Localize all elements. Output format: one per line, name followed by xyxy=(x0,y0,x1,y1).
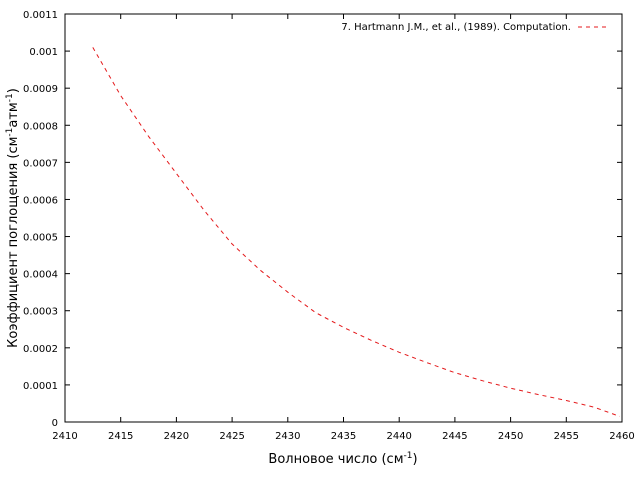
y-tick-label: 0.0008 xyxy=(23,121,58,132)
x-tick-label: 2410 xyxy=(52,431,77,442)
x-axis-title: Волновое число (см-1) xyxy=(268,451,417,467)
legend: 7. Hartmann J.M., et al., (1989). Comput… xyxy=(341,22,610,33)
y-tick-label: 0.0007 xyxy=(23,158,58,169)
x-tick-label: 2430 xyxy=(275,431,300,442)
x-tick-label: 2450 xyxy=(498,431,523,442)
x-tick-label: 2440 xyxy=(386,431,411,442)
y-tick-label: 0.001 xyxy=(29,47,58,58)
x-tick-label: 2455 xyxy=(554,431,579,442)
y-tick-label: 0.0009 xyxy=(23,84,58,95)
x-tick-label: 2445 xyxy=(442,431,467,442)
plot-frame xyxy=(64,13,623,423)
y-axis: 0 0.0001 0.0002 0.0003 0.0004 0.0005 0.0006 0.0… xyxy=(23,10,622,429)
x-tick-label: 2415 xyxy=(108,431,133,442)
y-axis-title: Коэффициент поглощения (см-1атм-1) xyxy=(5,88,21,348)
x-tick-label: 2435 xyxy=(331,431,356,442)
x-tick-label: 2425 xyxy=(219,431,244,442)
x-tick-label: 2460 xyxy=(609,431,634,442)
series-layer xyxy=(92,47,620,417)
y-tick-label: 0.0011 xyxy=(23,10,58,21)
x-axis: 2410 2415 2420 2425 2430 2435 2440 2445 2450 2455… xyxy=(52,14,635,442)
y-tick-label: 0.0006 xyxy=(23,195,58,206)
legend-label: 7. Hartmann J.M., et al., (1989). Comput… xyxy=(341,22,571,33)
y-tick-label: 0.0002 xyxy=(23,344,58,355)
y-tick-label: 0.0004 xyxy=(23,270,58,281)
x-tick-label: 2420 xyxy=(164,431,189,442)
y-tick-label: 0.0001 xyxy=(23,381,58,392)
y-tick-label: 0 xyxy=(52,418,58,429)
y-tick-label: 0.0003 xyxy=(23,307,58,318)
series-line-0 xyxy=(92,47,620,417)
y-tick-label: 0.0005 xyxy=(23,233,58,244)
